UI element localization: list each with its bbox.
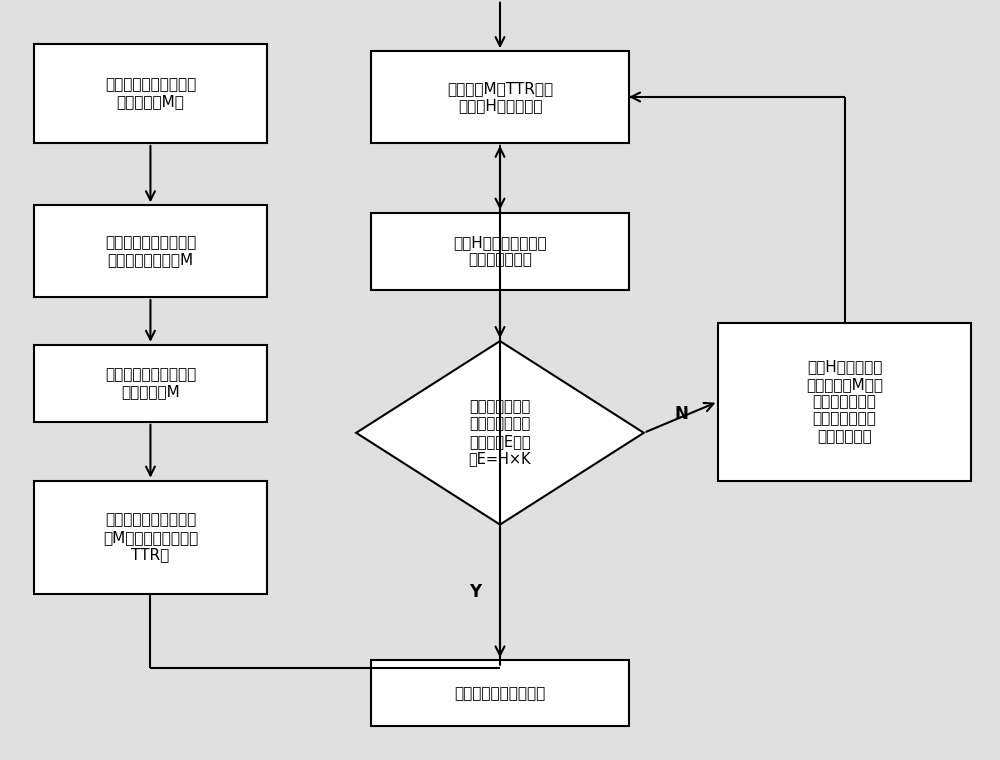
Bar bbox=[34, 44, 267, 143]
Bar bbox=[34, 345, 267, 422]
Bar bbox=[718, 323, 971, 480]
Text: 进行功耗分析，得到集
合M中每个扫描单元的
TTR值: 进行功耗分析，得到集 合M中每个扫描单元的 TTR值 bbox=[103, 512, 198, 562]
Bar bbox=[371, 51, 629, 143]
Bar bbox=[371, 213, 629, 290]
Text: 将扇出较小的扫描单元
排除出集合M: 将扇出较小的扫描单元 排除出集合M bbox=[105, 367, 196, 400]
Text: 功耗敏感单元提取结束: 功耗敏感单元提取结束 bbox=[454, 686, 546, 701]
Bar bbox=[371, 660, 629, 727]
Bar bbox=[34, 205, 267, 297]
Text: N: N bbox=[674, 406, 688, 423]
Text: 将时序关键路径上的扫
描单元排除出集合M: 将时序关键路径上的扫 描单元排除出集合M bbox=[105, 235, 196, 268]
Text: 将网表中所有的扫描单
元放入集合M中: 将网表中所有的扫描单 元放入集合M中 bbox=[105, 77, 196, 109]
Text: 将这H个扫描单元的输
出值锁定为常值: 将这H个扫描单元的输 出值锁定为常值 bbox=[453, 235, 547, 268]
Text: Y: Y bbox=[469, 584, 481, 601]
Text: 将这H个扫描单元
排除出集合M，然
后对插入测试逻
辑后的网表重新
进行功耗分析: 将这H个扫描单元 排除出集合M，然 后对插入测试逻 辑后的网表重新 进行功耗分析 bbox=[806, 359, 883, 444]
Text: 判断选取的扫描
单元数目是否达
到预期值E，其
中E=H×K: 判断选取的扫描 单元数目是否达 到预期值E，其 中E=H×K bbox=[469, 399, 531, 467]
Bar bbox=[34, 480, 267, 594]
Text: 选取集合M中TTR值较
大的前H个扫描单元: 选取集合M中TTR值较 大的前H个扫描单元 bbox=[447, 81, 553, 113]
Polygon shape bbox=[356, 341, 644, 524]
